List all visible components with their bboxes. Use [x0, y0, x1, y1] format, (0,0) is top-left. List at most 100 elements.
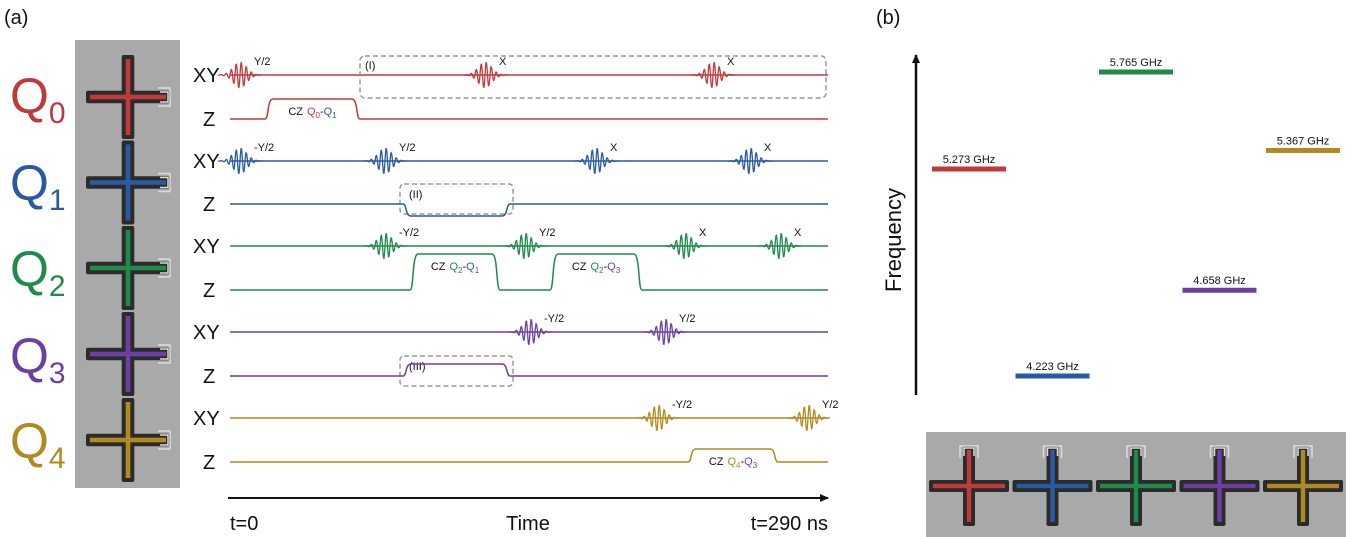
pulse-label: X: [499, 56, 507, 68]
frequency-level: [932, 166, 1006, 172]
channel-label: XY: [193, 65, 220, 87]
highlight-box: [399, 355, 514, 387]
gate-op: CZ: [431, 261, 446, 273]
channel-label: XY: [193, 408, 220, 430]
panel-label: (b): [876, 7, 900, 29]
frequency-level: [1266, 147, 1340, 153]
gate-qubit-index: 2: [458, 266, 463, 275]
gate-qubit: Q: [607, 261, 616, 273]
gate-qubit: Q: [307, 106, 316, 118]
xy-pulse: [502, 233, 548, 259]
pulse-label: Y/2: [539, 227, 556, 239]
qubit-index: 1: [49, 184, 66, 217]
qubit-index: 2: [49, 270, 66, 303]
coupler: [158, 87, 171, 107]
pulse-label: X: [794, 227, 802, 239]
xy-pulse: [573, 148, 619, 174]
channel-label: Z: [203, 366, 215, 388]
frequency-level: [1182, 287, 1257, 293]
box-label: (I): [365, 60, 375, 72]
xy-pulse: [507, 319, 553, 345]
channel-label: XY: [193, 236, 220, 258]
z-line: [230, 253, 828, 291]
cross-core: [1050, 450, 1055, 522]
qubit-label: Q2: [10, 241, 66, 303]
box-label: (II): [409, 189, 422, 201]
qubit-index: 0: [49, 97, 66, 130]
frequency-label: 5.367 GHz: [1277, 135, 1330, 147]
coupler: [158, 430, 171, 450]
xy-pulse: [217, 148, 263, 174]
z-line: [230, 363, 828, 377]
gate-qubit-index: 1: [332, 111, 337, 120]
gate-op: CZ: [288, 106, 303, 118]
cross-core: [125, 59, 131, 135]
coupler: [959, 445, 979, 458]
pulse-label: -Y/2: [399, 227, 419, 239]
frequency-label: 5.273 GHz: [943, 154, 996, 166]
qubit-cross: [86, 226, 171, 310]
gate-label: CZ Q4‑Q3: [709, 456, 758, 470]
coupler: [1042, 445, 1063, 458]
pulse-label: Y/2: [399, 142, 416, 154]
gate-qubit: Q: [324, 106, 333, 118]
gate-qubit: Q: [727, 456, 736, 468]
pulse-label: X: [610, 142, 618, 154]
cross-core: [1217, 450, 1222, 522]
qubit-name: Q: [10, 155, 49, 211]
frequency-axis-label: Frequency: [881, 188, 906, 292]
qubit-name: Q: [10, 68, 49, 124]
cross-core: [1133, 450, 1139, 522]
cross-core: [125, 144, 131, 221]
panel-label: (a): [4, 7, 28, 29]
pulse-label: X: [699, 227, 707, 239]
gate-qubit-index: 3: [616, 266, 621, 275]
gate-label: CZ Q2‑Q3: [572, 261, 621, 275]
xy-pulse: [757, 233, 803, 259]
cross-core: [125, 316, 131, 392]
qubit-cross: [1263, 445, 1343, 526]
gate-dash: ‑: [604, 261, 608, 273]
pulse-label: -Y/2: [672, 399, 692, 411]
gate-qubit: Q: [449, 261, 458, 273]
gate-label: CZ Q0‑Q1: [288, 106, 337, 120]
xy-pulse: [690, 62, 736, 88]
gate-label: CZ Q2‑Q1: [431, 261, 480, 275]
qubit-cross: [1179, 445, 1260, 526]
qubit-cross: [1096, 445, 1176, 526]
gate-qubit-index: 1: [475, 266, 480, 275]
highlight-box: [399, 183, 514, 215]
qubit-index: 3: [49, 357, 66, 390]
xy-pulse: [462, 62, 508, 88]
z-line: [230, 98, 828, 120]
z-line: [230, 203, 828, 217]
coupler: [1126, 445, 1146, 458]
qubit-cross: [929, 445, 1009, 526]
frequency-level: [1015, 373, 1090, 379]
pulse-label: Y/2: [679, 313, 696, 325]
xy-pulse: [642, 319, 688, 345]
qubit-label: Q0: [10, 68, 66, 130]
pulse-label: X: [764, 142, 772, 154]
qubit-cross: [86, 55, 171, 139]
gate-op: CZ: [709, 456, 724, 468]
channel-label: Z: [203, 280, 215, 302]
frequency-level: [1099, 69, 1173, 75]
channel-label: Z: [203, 194, 215, 216]
coupler: [158, 344, 171, 364]
xy-pulse: [662, 233, 708, 259]
qubit-cross: [86, 398, 171, 482]
qubit-label: Q4: [10, 413, 66, 475]
qubit-index: 4: [49, 442, 66, 475]
channel-label: Z: [203, 452, 215, 474]
coupler: [158, 258, 171, 278]
xy-pulse: [362, 233, 408, 259]
qubit-name: Q: [10, 328, 49, 384]
xy-pulse: [727, 148, 773, 174]
pulse-label: -Y/2: [254, 142, 274, 154]
qubit-name: Q: [10, 241, 49, 297]
xy-pulse: [362, 148, 408, 174]
gate-qubit-index: 2: [599, 266, 604, 275]
box-label: (III): [409, 361, 426, 373]
